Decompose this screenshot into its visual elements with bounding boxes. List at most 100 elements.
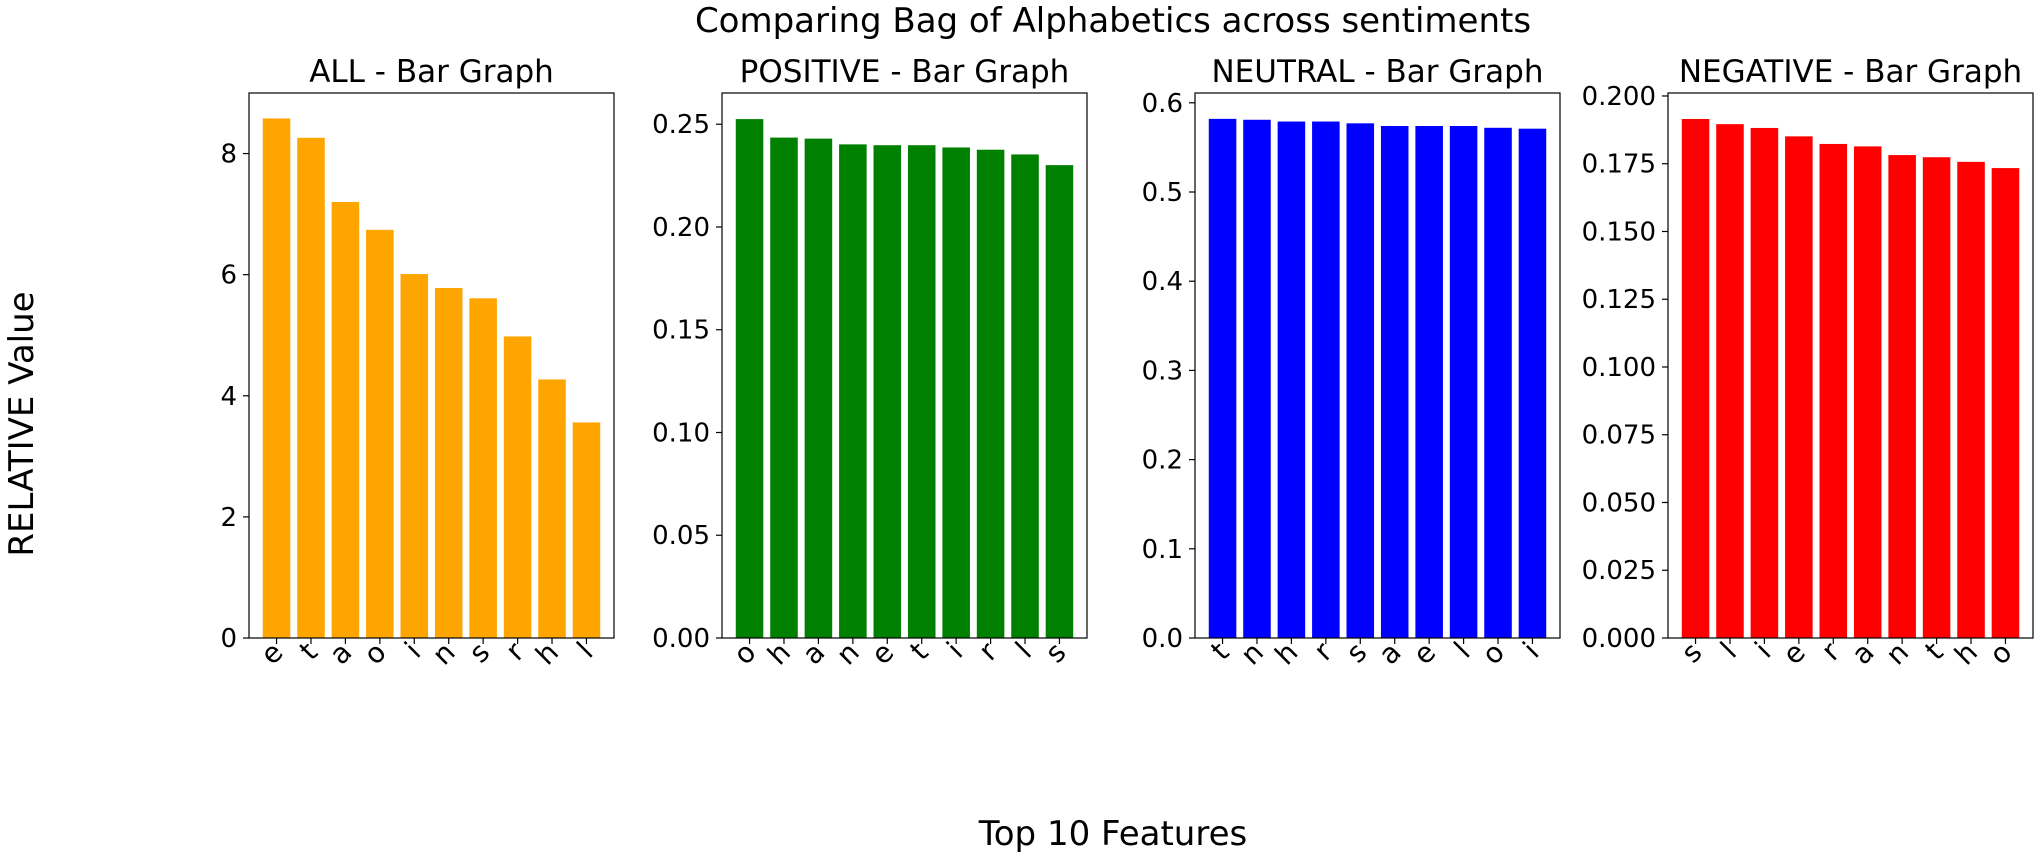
x-tick-label: a [323, 636, 358, 671]
y-tick-label: 4 [220, 382, 237, 412]
x-tick-label: l [1448, 636, 1477, 665]
y-tick-label: 0.025 [1582, 556, 1656, 586]
y-tick-label: 6 [220, 261, 237, 291]
x-tick-label: r [1815, 635, 1847, 667]
x-tick-label: a [1372, 636, 1407, 671]
y-tick-label: 0.050 [1582, 488, 1656, 518]
x-tick-label: e [865, 636, 901, 672]
bar-i [400, 274, 429, 638]
bar-h [538, 379, 566, 638]
bar-o [366, 229, 394, 639]
bar-s [1681, 119, 1710, 638]
y-tick-label: 0.10 [652, 418, 710, 448]
bar-i [1518, 128, 1547, 638]
axes-frame [1667, 92, 2034, 639]
y-tick-label: 0.00 [652, 624, 710, 654]
x-tick-label: s [1039, 636, 1073, 670]
bar-n [434, 287, 463, 638]
bar-l [1716, 124, 1744, 639]
y-tick-label: 0.6 [1142, 89, 1183, 119]
x-tick-label: n [426, 636, 462, 672]
bar-e [1785, 136, 1813, 639]
bar-r [1312, 121, 1340, 639]
y-tick-label: 0.20 [652, 213, 710, 243]
figure-title: Comparing Bag of Alphabetics across sent… [695, 1, 1531, 41]
x-tick-label: h [761, 636, 797, 672]
figure-xlabel: Top 10 Features [978, 814, 1247, 854]
bar-e [1415, 126, 1443, 638]
bar-n [839, 144, 867, 638]
bar-r [1819, 143, 1848, 638]
bar-a [331, 202, 360, 638]
x-tick-label: h [1268, 636, 1304, 672]
y-tick-label: 0.25 [652, 110, 710, 140]
bar-l [1449, 126, 1478, 638]
bar-r [976, 149, 1005, 638]
x-tick-label: t [1204, 636, 1235, 667]
bar-i [1750, 127, 1779, 639]
x-tick-label: n [1234, 636, 1270, 672]
x-tick-label: o [727, 636, 762, 671]
x-tick-label: e [1407, 636, 1443, 672]
x-tick-label: l [1009, 636, 1038, 665]
bar-r [503, 336, 532, 638]
y-tick-label: 2 [220, 503, 237, 533]
bar-t [1922, 157, 1951, 639]
x-tick-label: r [1307, 635, 1339, 667]
bar-h [1957, 161, 1985, 638]
y-tick-label: 0.1 [1142, 535, 1183, 565]
y-tick-label: 0.0 [1142, 624, 1183, 654]
figure-ylabel: RELATIVE Value [2, 291, 42, 556]
x-tick-label: h [529, 636, 565, 672]
x-tick-label: e [254, 636, 290, 672]
x-tick-label: n [830, 636, 866, 672]
subplot-4: s l ie ran th o 0.000 0.025 0.050 0.075 0.100 0.125… [1582, 54, 2034, 672]
y-tick-label: 0 [220, 624, 237, 654]
bar-a [804, 138, 833, 638]
bar-o [735, 119, 764, 639]
x-tick-label: a [1845, 636, 1880, 671]
y-tick-label: 0.100 [1582, 353, 1656, 383]
y-tick-label: 0.125 [1582, 285, 1656, 315]
y-tick-label: 8 [220, 140, 237, 170]
x-tick-label: s [462, 636, 496, 670]
axes-frame [248, 92, 615, 639]
y-tick-label: 0.000 [1582, 624, 1656, 654]
y-tick-label: 0.175 [1582, 150, 1656, 180]
y-tick-label: 0.075 [1582, 421, 1656, 451]
x-tick-label: i [940, 636, 969, 665]
y-tick-label: 0.15 [652, 316, 710, 346]
subplot-1: e tao in s rh l 0 2 4 6 8 ALL - Bar Graph [220, 54, 615, 672]
x-tick-label: h [1948, 636, 1984, 672]
x-tick-label: t [293, 636, 324, 667]
y-tick-label: 0.3 [1142, 356, 1183, 386]
x-tick-label: e [1776, 636, 1812, 672]
bar-t [1208, 118, 1237, 639]
x-tick-label: a [796, 636, 831, 671]
x-tick-label: r [972, 635, 1004, 667]
bar-o [1484, 127, 1512, 638]
bar-l [1011, 154, 1039, 638]
bar-a [1853, 146, 1882, 638]
bar-s [469, 298, 497, 638]
axes-frame [1194, 92, 1561, 639]
y-tick-label: 0.2 [1142, 446, 1183, 476]
x-tick-label: l [571, 636, 600, 665]
x-tick-label: n [1879, 636, 1915, 672]
x-tick-label: i [398, 636, 427, 665]
bar-s [1045, 165, 1074, 638]
y-tick-label: 0.150 [1582, 217, 1656, 247]
x-tick-label: s [1675, 636, 1709, 670]
y-tick-label: 0.200 [1582, 82, 1656, 112]
bar-n [1888, 155, 1916, 638]
x-tick-label: t [1918, 636, 1949, 667]
bar-s [1346, 123, 1375, 638]
bar-h [770, 137, 798, 638]
x-tick-label: o [1475, 636, 1510, 671]
x-tick-label: i [1517, 636, 1546, 665]
axes-frame [721, 92, 1088, 639]
bar-h [1277, 121, 1306, 639]
